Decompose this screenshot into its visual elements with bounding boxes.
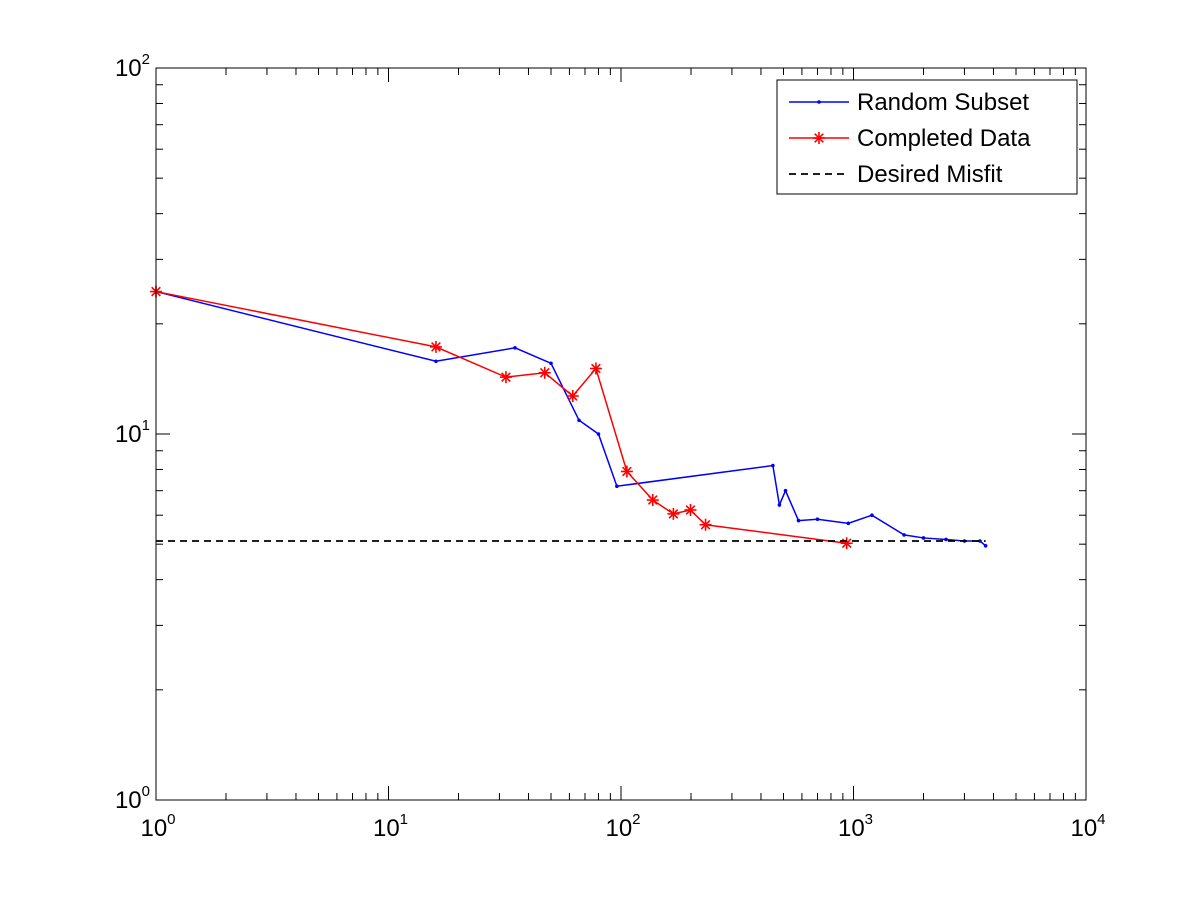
data-point (846, 521, 851, 526)
data-point (870, 513, 874, 517)
plot-frame (155, 67, 1087, 801)
data-point (771, 463, 775, 468)
data-point (566, 390, 579, 403)
legend-label-random-subset: Random Subset (857, 89, 1029, 116)
data-point (513, 345, 517, 350)
data-point (783, 488, 788, 493)
y-tick-label: 102 (115, 51, 150, 82)
data-point (684, 503, 697, 516)
data-point (699, 518, 712, 531)
legend: Random Subset Completed Data Desired Misfi… (776, 79, 1078, 195)
data-point (667, 507, 680, 520)
axis-ticks (155, 68, 1086, 801)
data-point (596, 432, 601, 436)
data-point (902, 533, 906, 537)
y-tick-label: 101 (115, 417, 150, 448)
x-tick-label: 104 (1070, 811, 1105, 842)
x-tick-label: 100 (140, 811, 175, 842)
legend-marker-random-subset (817, 100, 821, 104)
legend-label-desired-misfit: Desired Misfit (857, 161, 1003, 188)
data-point (577, 418, 581, 423)
x-tick-label: 101 (373, 811, 408, 842)
data-point (434, 359, 438, 364)
data-point (978, 539, 982, 543)
data-point (615, 484, 619, 489)
legend-label-completed-data: Completed Data (857, 125, 1031, 152)
series-completed-data (150, 285, 853, 550)
data-point (499, 371, 512, 384)
legend-marker-completed-data (813, 132, 825, 144)
series-layer (150, 285, 988, 550)
data-point (620, 465, 633, 478)
data-point (796, 518, 801, 523)
data-point (815, 517, 820, 522)
x-tick-label: 102 (605, 811, 640, 842)
data-point (921, 536, 926, 540)
data-point (944, 537, 948, 542)
legend-box (776, 79, 1078, 195)
series-line-random-subset (155, 290, 987, 547)
data-point (646, 494, 659, 507)
data-point (983, 543, 988, 548)
data-point (840, 537, 853, 550)
data-point (589, 362, 602, 375)
data-point (549, 361, 553, 366)
data-point (777, 503, 782, 507)
y-tick-label: 100 (115, 783, 150, 814)
data-point (538, 366, 551, 379)
tick-labels: 100 101 102 103 104 100 101 102 (115, 51, 1106, 842)
x-tick-label: 103 (838, 811, 873, 842)
data-point (429, 340, 442, 353)
